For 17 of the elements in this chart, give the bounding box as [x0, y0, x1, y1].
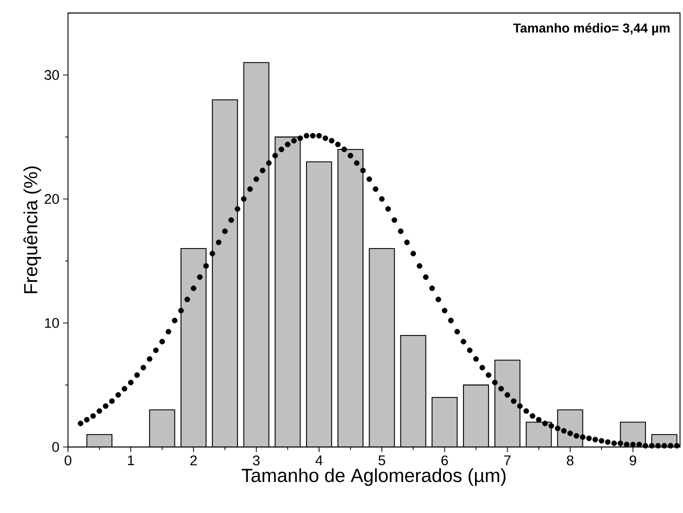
- x-tick-label: 1: [128, 456, 134, 466]
- annotation: Tamanho médio= 3,44 µm: [513, 23, 670, 36]
- y-axis-title: Frequência (%): [23, 166, 42, 294]
- x-tick-label: 6: [441, 455, 448, 466]
- x-tick-label: 0: [64, 455, 72, 466]
- y-tick-label: 10: [45, 318, 59, 328]
- y-tick-label: 20: [44, 194, 59, 204]
- x-tick-label: 9: [630, 455, 636, 466]
- x-tick-label: 7: [504, 456, 511, 466]
- y-tick-label: 30: [44, 70, 59, 80]
- x-axis-title: Tamanho de Aglomerados (µm): [242, 468, 506, 486]
- x-tick-label: 8: [566, 455, 574, 466]
- x-tick-label: 3: [252, 455, 260, 466]
- y-tick-label: 0: [52, 442, 59, 452]
- x-tick-label: 5: [378, 456, 386, 466]
- x-tick-label: 2: [190, 455, 197, 466]
- x-tick-label: 4: [316, 456, 323, 466]
